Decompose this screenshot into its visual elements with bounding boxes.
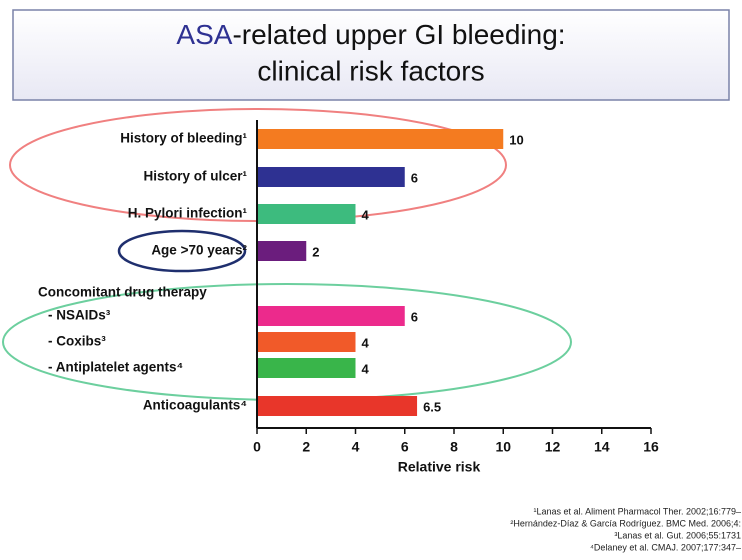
- value-label: 6: [411, 309, 418, 324]
- title-line-2: clinical risk factors: [257, 55, 484, 86]
- x-tick-label: 12: [545, 439, 561, 455]
- category-label: - Coxibs³: [48, 334, 106, 349]
- bar: [257, 332, 356, 352]
- bar: [257, 204, 356, 224]
- reference: ⁴Delaney et al. CMAJ. 2007;177:347–: [590, 542, 741, 552]
- value-label: 10: [509, 132, 523, 147]
- highlight-ellipse: [117, 229, 247, 273]
- value-label: 2: [312, 244, 319, 259]
- title-line-1: ASA-related upper GI bleeding:: [176, 19, 565, 50]
- x-axis-label: Relative risk: [398, 459, 481, 475]
- bar: [257, 167, 405, 187]
- category-label: H. Pylori infection¹: [128, 206, 248, 221]
- bar: [257, 358, 356, 378]
- category-label: History of ulcer¹: [143, 169, 247, 184]
- reference: ²Hernández-Díaz & García Rodríguez. BMC …: [510, 518, 741, 528]
- category-label: - Antiplatelet agents⁴: [48, 360, 183, 375]
- x-tick-label: 6: [401, 439, 409, 455]
- category-label: Age >70 years²: [151, 243, 247, 258]
- bar: [257, 241, 307, 261]
- x-tick-label: 4: [352, 439, 360, 455]
- value-label: 4: [362, 361, 370, 376]
- x-tick-label: 8: [450, 439, 458, 455]
- category-label: History of bleeding¹: [120, 131, 247, 146]
- x-tick-label: 14: [594, 439, 610, 455]
- title-box: [12, 9, 730, 101]
- value-label: 6.5: [423, 399, 441, 414]
- x-tick-label: 16: [643, 439, 659, 455]
- bar: [257, 306, 405, 326]
- category-label: Concomitant drug therapy: [38, 285, 207, 300]
- plot: History of bleeding¹ 10 History of ulcer¹ 6…: [38, 120, 741, 552]
- value-label: 4: [362, 207, 370, 222]
- x-tick-label: 10: [495, 439, 511, 455]
- reference: ³Lanas et al. Gut. 2006;55:1731: [614, 530, 741, 540]
- x-tick-label: 0: [253, 439, 261, 455]
- category-label: - NSAIDs³: [48, 308, 111, 323]
- value-label: 6: [411, 170, 418, 185]
- reference: ¹Lanas et al. Aliment Pharmacol Ther. 20…: [534, 506, 741, 516]
- title-rest: -related upper GI bleeding:: [232, 19, 565, 50]
- title-highlight: ASA: [176, 19, 232, 50]
- category-label: Anticoagulants⁴: [143, 398, 247, 413]
- bar: [257, 396, 418, 416]
- x-tick-label: 2: [302, 439, 310, 455]
- bar: [257, 129, 504, 149]
- value-label: 4: [362, 335, 370, 350]
